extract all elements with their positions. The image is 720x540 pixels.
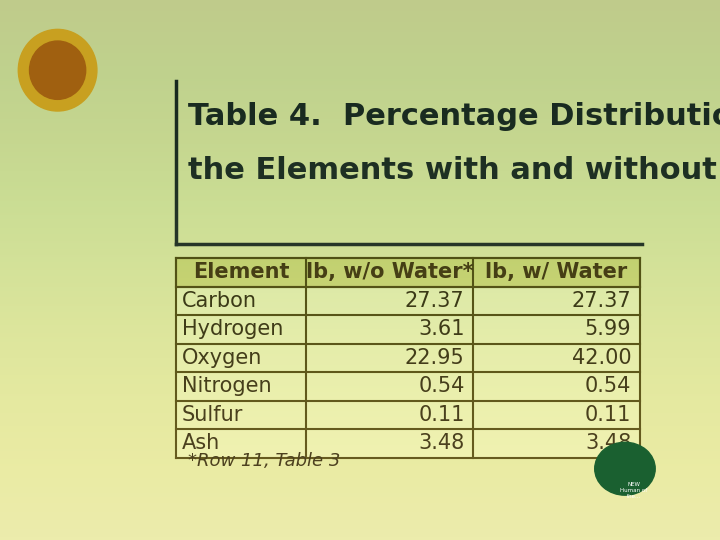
Text: 5.99: 5.99 [585, 320, 631, 340]
Text: Ash: Ash [182, 434, 220, 454]
Text: 27.37: 27.37 [405, 291, 464, 311]
Text: Sulfur: Sulfur [182, 405, 243, 425]
Circle shape [18, 29, 97, 111]
Text: 3.61: 3.61 [418, 320, 464, 340]
Circle shape [595, 442, 655, 495]
FancyBboxPatch shape [176, 401, 639, 429]
Text: 0.54: 0.54 [418, 376, 464, 396]
FancyBboxPatch shape [176, 315, 639, 343]
FancyBboxPatch shape [176, 372, 639, 401]
Text: Oxygen: Oxygen [182, 348, 263, 368]
Text: 27.37: 27.37 [572, 291, 631, 311]
Text: NEW
Human of
the...: NEW Human of the... [620, 482, 647, 499]
Text: lb, w/ Water: lb, w/ Water [485, 262, 627, 282]
Text: Carbon: Carbon [182, 291, 257, 311]
Text: Element: Element [193, 262, 289, 282]
Text: 0.11: 0.11 [418, 405, 464, 425]
FancyBboxPatch shape [176, 287, 639, 315]
Text: 3.48: 3.48 [418, 434, 464, 454]
Text: 22.95: 22.95 [405, 348, 464, 368]
Circle shape [30, 41, 86, 99]
Text: the Elements with and without Water: the Elements with and without Water [188, 156, 720, 185]
FancyBboxPatch shape [176, 343, 639, 372]
FancyBboxPatch shape [176, 429, 639, 458]
Text: 42.00: 42.00 [572, 348, 631, 368]
Text: lb, w/o Water*: lb, w/o Water* [306, 262, 473, 282]
Text: 0.54: 0.54 [585, 376, 631, 396]
Text: 0.11: 0.11 [585, 405, 631, 425]
Text: 3.48: 3.48 [585, 434, 631, 454]
Text: *Row 11, Table 3: *Row 11, Table 3 [188, 452, 340, 470]
FancyBboxPatch shape [176, 258, 639, 287]
Text: Hydrogen: Hydrogen [182, 320, 284, 340]
Text: Nitrogen: Nitrogen [182, 376, 271, 396]
Text: Table 4.  Percentage Distribution of: Table 4. Percentage Distribution of [188, 102, 720, 131]
